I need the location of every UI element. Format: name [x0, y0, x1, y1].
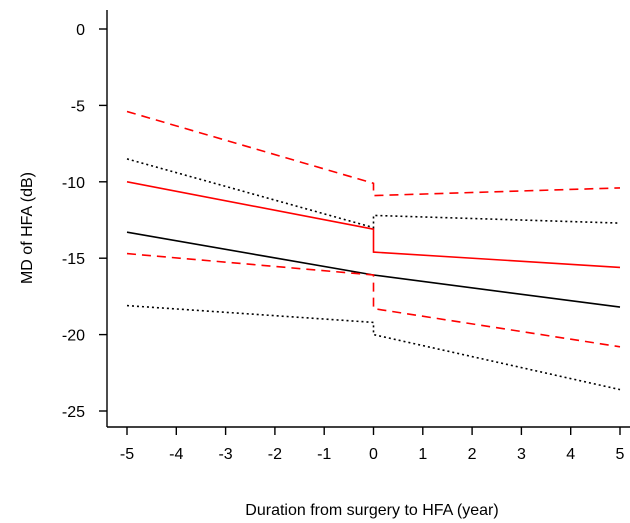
- x-tick-label: 2: [468, 446, 477, 463]
- series-2: [126, 304, 621, 391]
- y-tick-label: -5: [71, 98, 85, 115]
- series-line: [126, 252, 621, 348]
- series-layer: [126, 110, 621, 391]
- x-tick-label: -2: [268, 446, 282, 463]
- series-1: [126, 158, 621, 229]
- x-tick-label: -1: [317, 446, 331, 463]
- x-tick-label: 5: [616, 446, 625, 463]
- x-tick-label: -4: [169, 446, 183, 463]
- y-tick-label: -20: [62, 328, 85, 345]
- y-axis-title: MD of HFA (dB): [19, 172, 36, 284]
- series-4: [126, 110, 621, 197]
- series-5: [126, 252, 621, 348]
- series-3: [126, 181, 621, 269]
- x-tick-label: 0: [369, 446, 378, 463]
- x-axis: -5 -4 -3 -2 -1 0 1 2 3 4 5: [107, 426, 630, 463]
- x-tick-label: -5: [120, 446, 134, 463]
- x-axis-title: Duration from surgery to HFA (year): [245, 502, 498, 519]
- series-line: [126, 304, 621, 391]
- y-axis: 0 -5 -10 -15 -20 -25: [62, 10, 108, 427]
- y-tick-label: -10: [62, 175, 85, 192]
- series-line: [126, 181, 621, 269]
- x-tick-label: -3: [218, 446, 232, 463]
- x-tick-label: 4: [566, 446, 575, 463]
- y-tick-label: -25: [62, 404, 85, 421]
- y-tick-label: -15: [62, 251, 85, 268]
- x-tick-label: 3: [517, 446, 526, 463]
- x-tick-label: 1: [418, 446, 427, 463]
- series-line: [126, 110, 621, 197]
- series-line: [126, 158, 621, 229]
- y-tick-label: 0: [76, 22, 85, 39]
